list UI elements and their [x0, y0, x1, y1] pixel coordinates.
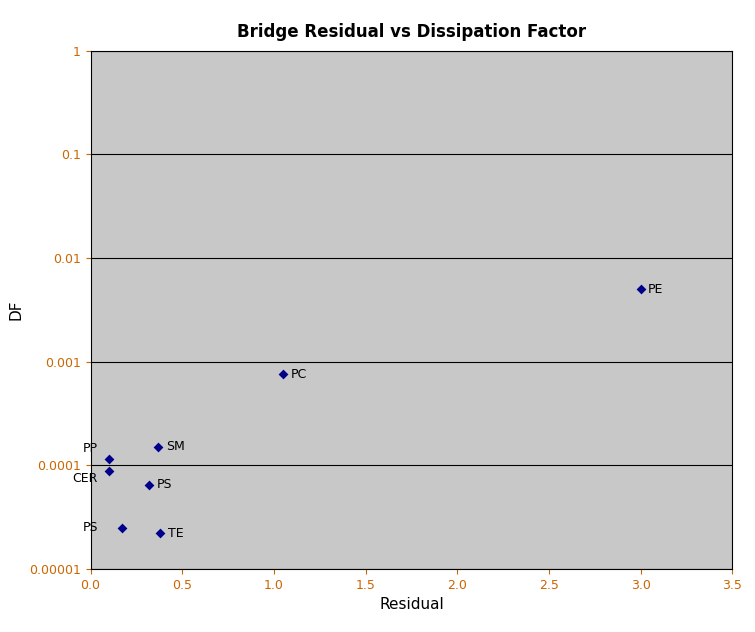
- Text: PS: PS: [156, 478, 172, 491]
- Text: SM: SM: [166, 441, 184, 453]
- Point: [635, 284, 647, 294]
- Y-axis label: DF: DF: [8, 300, 23, 320]
- Text: PE: PE: [648, 283, 664, 296]
- Point: [154, 528, 166, 538]
- Point: [103, 466, 115, 476]
- Text: PC: PC: [291, 368, 307, 381]
- Point: [103, 454, 115, 464]
- Text: PS: PS: [82, 521, 98, 534]
- Point: [277, 369, 289, 379]
- Title: Bridge Residual vs Dissipation Factor: Bridge Residual vs Dissipation Factor: [237, 23, 586, 40]
- Point: [143, 480, 156, 490]
- Point: [153, 442, 165, 452]
- Text: TE: TE: [168, 527, 183, 540]
- Text: CER: CER: [72, 471, 98, 485]
- Point: [116, 523, 128, 533]
- Text: PP: PP: [83, 442, 98, 455]
- X-axis label: Residual: Residual: [379, 597, 444, 612]
